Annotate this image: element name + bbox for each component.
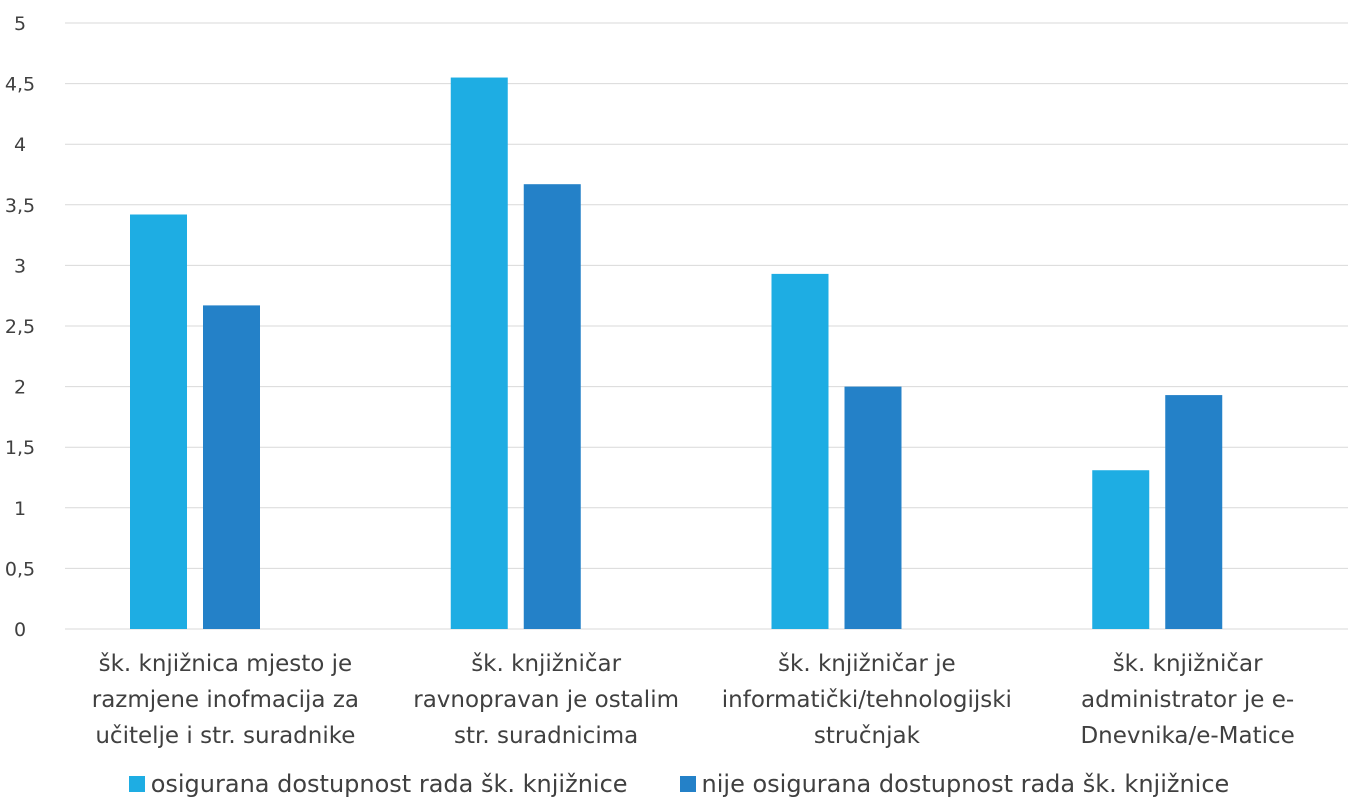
bar-series-2-cat-3: [844, 386, 902, 629]
y-tick-label: 1,5: [5, 437, 35, 459]
legend-label-series-1: osigurana dostupnost rada šk. knjižnice: [150, 770, 628, 798]
legend-label-series-2: nije osigurana dostupnost rada šk. knjiž…: [701, 770, 1230, 798]
y-tick-label: 5: [14, 13, 26, 35]
legend-item-series-2: nije osigurana dostupnost rada šk. knjiž…: [679, 770, 1230, 798]
legend: osigurana dostupnost rada šk. knjižnice …: [0, 770, 1358, 798]
bars: [130, 77, 1223, 630]
y-tick-label: 0: [14, 619, 26, 641]
y-tick-label: 2,5: [5, 316, 35, 338]
y-tick-label: 1: [14, 498, 26, 520]
bar-chart: 0 0,5 1 1,5 2 2,5 3 3,5 4 4,5 5 šk. knjižnica mjes…: [5, 13, 1348, 749]
x-category-label: šk. knjižničar ravnopravan je ostalim str.…: [413, 651, 679, 749]
y-tick-label: 3: [14, 255, 26, 277]
y-tick-label: 4: [14, 134, 26, 156]
legend-item-series-1: osigurana dostupnost rada šk. knjižnice: [128, 770, 628, 798]
x-category-label: šk. knjižničar je informatički/tehnologij…: [722, 651, 1012, 749]
y-tick-label: 0,5: [5, 558, 35, 580]
gridlines: [65, 22, 1348, 630]
bar-series-1-cat-4: [1092, 470, 1150, 629]
y-tick-label: 4,5: [5, 74, 35, 96]
y-axis-ticks: 0 0,5 1 1,5 2 2,5 3 3,5 4 4,5 5: [5, 13, 35, 641]
x-category-label: šk. knjižničar administrator je e-Dnevnik…: [1080, 651, 1294, 749]
bar-series-1-cat-2: [450, 77, 508, 630]
x-category-label: šk. knjižnica mjesto je razmjene inofmaci…: [92, 651, 359, 749]
y-tick-label: 2: [14, 377, 26, 399]
bar-series-1-cat-1: [130, 214, 187, 629]
bar-series-2-cat-1: [203, 305, 260, 629]
legend-swatch-series-2: [679, 776, 696, 792]
legend-swatch-series-1: [128, 776, 145, 792]
bar-series-1-cat-3: [771, 273, 829, 629]
bar-series-2-cat-2: [523, 184, 581, 630]
x-axis-labels: šk. knjižnica mjesto je razmjene inofmaci…: [92, 651, 1295, 749]
bar-series-2-cat-4: [1165, 395, 1223, 629]
y-tick-label: 3,5: [5, 195, 35, 217]
